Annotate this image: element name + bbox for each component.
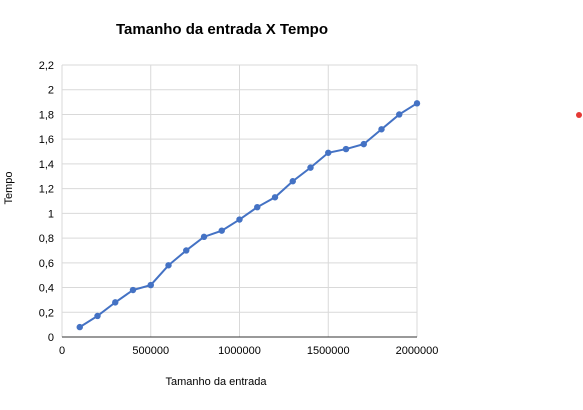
data-point	[413, 100, 421, 107]
y-tick-label: 0,4	[39, 283, 54, 295]
y-tick-label: 0	[48, 332, 54, 344]
data-point	[342, 145, 350, 153]
chart-title: Tamanho da entrada X Tempo	[116, 21, 328, 38]
data-point	[325, 149, 332, 156]
data-point	[271, 194, 279, 201]
data-point	[200, 233, 208, 241]
y-tick-label: 2	[48, 85, 54, 97]
data-point	[307, 164, 314, 171]
x-tick-label: 500000	[132, 345, 169, 357]
y-tick-label: 2,2	[39, 60, 54, 72]
y-tick-label: 0,8	[39, 233, 54, 245]
y-tick-label: 1,6	[39, 134, 54, 146]
y-tick-label: 1,4	[39, 159, 54, 171]
y-tick-label: 1	[48, 208, 54, 220]
y-tick-label: 1,8	[39, 109, 54, 121]
data-point	[147, 281, 154, 289]
data-point	[378, 126, 385, 133]
y-tick-label: 0,6	[39, 258, 54, 270]
axes: 0 0,2 0,4 0,6 0,8 1 1,2 1,4 1,6 1,8 2 2,2 0 500000 100…	[39, 60, 439, 357]
data-point	[76, 323, 83, 331]
grid	[61, 64, 418, 337]
data-point	[254, 203, 261, 211]
data-point	[218, 227, 225, 234]
data-point	[112, 299, 119, 306]
x-tick-label: 0	[59, 345, 65, 357]
series	[76, 100, 421, 331]
x-tick-label: 2000000	[396, 345, 439, 357]
y-tick-label: 1,2	[39, 184, 54, 196]
legend-marker	[576, 112, 582, 118]
data-point	[94, 312, 101, 320]
data-point	[129, 286, 137, 294]
data-point	[289, 178, 296, 185]
x-axis-title: Tamanho da entrada	[166, 376, 268, 388]
data-point	[183, 247, 190, 254]
legend	[576, 112, 582, 118]
y-axis-title: Tempo	[3, 171, 15, 204]
y-tick-label: 0,2	[39, 307, 54, 319]
x-tick-label: 1500000	[307, 345, 350, 357]
data-point	[360, 140, 367, 148]
series-line	[79, 102, 418, 328]
data-point	[396, 111, 403, 118]
data-point	[236, 216, 243, 223]
data-point	[165, 262, 172, 269]
x-tick-label: 1000000	[218, 345, 261, 357]
